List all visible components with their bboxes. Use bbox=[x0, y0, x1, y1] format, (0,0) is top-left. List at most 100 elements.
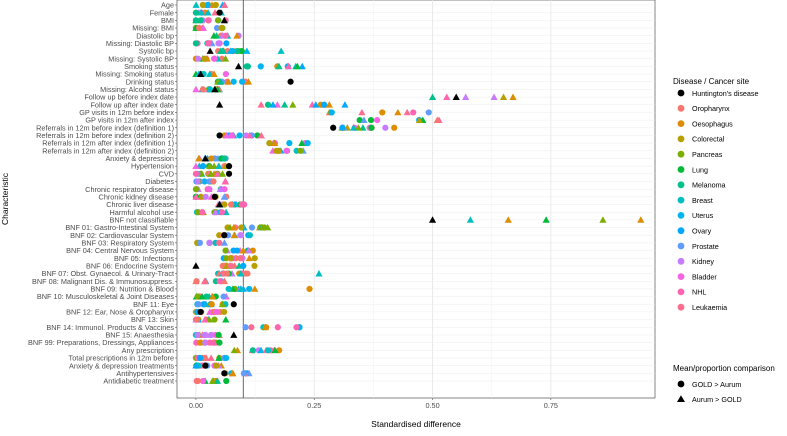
data-point bbox=[368, 124, 375, 131]
legend-shape: Mean/proportion comparison GOLD > Aurum A… bbox=[673, 364, 775, 404]
legend-color-key bbox=[677, 150, 685, 158]
legend-color-label: NHL bbox=[692, 288, 706, 297]
data-point bbox=[215, 200, 224, 208]
data-point bbox=[225, 170, 233, 177]
data-point bbox=[222, 70, 230, 78]
data-point bbox=[251, 262, 258, 269]
data-point bbox=[263, 324, 270, 331]
data-point bbox=[192, 9, 200, 16]
y-tick-label: BNF 12: Ear, Nose & Oropharynx bbox=[66, 308, 174, 317]
data-point bbox=[428, 93, 437, 100]
legend-color-label: Oropharynx bbox=[692, 104, 730, 113]
data-point bbox=[237, 269, 245, 277]
data-point bbox=[265, 347, 272, 354]
y-tick-label: BNF 03: Respiratory System bbox=[82, 238, 174, 247]
data-point bbox=[284, 62, 293, 70]
data-point bbox=[213, 308, 220, 316]
y-tick-label: Total prescriptions in 12m before bbox=[69, 354, 174, 363]
data-point bbox=[217, 47, 225, 54]
data-point bbox=[218, 300, 227, 308]
data-point bbox=[237, 285, 245, 292]
data-point bbox=[242, 324, 249, 331]
data-point bbox=[227, 255, 235, 262]
data-point bbox=[210, 178, 217, 185]
data-point bbox=[199, 377, 207, 385]
y-tick-label: Hypertension bbox=[131, 162, 174, 171]
legend-color-label: Colorectal bbox=[692, 135, 725, 144]
data-point bbox=[209, 292, 217, 300]
data-point bbox=[220, 16, 228, 24]
data-point bbox=[227, 201, 235, 208]
y-axis-label: Characteristic bbox=[0, 172, 10, 225]
x-tick-label: 0.25 bbox=[307, 401, 321, 410]
data-point bbox=[230, 223, 238, 231]
legend-color-key bbox=[677, 242, 685, 250]
data-point bbox=[194, 55, 202, 62]
legend-color-key bbox=[677, 196, 685, 204]
data-point bbox=[230, 346, 238, 354]
data-point bbox=[239, 246, 247, 254]
legend-color-label: Uterus bbox=[692, 211, 714, 220]
data-point bbox=[201, 316, 209, 323]
legend-shape-label: Aurum > GOLD bbox=[692, 395, 742, 404]
data-point bbox=[257, 131, 265, 139]
y-tick-label: BNF 07: Obst. Gynaecol. & Urinary-Tract bbox=[42, 269, 174, 278]
data-point bbox=[466, 216, 475, 223]
data-point bbox=[269, 101, 277, 108]
data-point bbox=[244, 63, 252, 70]
data-point bbox=[341, 101, 349, 108]
data-point bbox=[213, 362, 220, 369]
data-point bbox=[216, 132, 223, 139]
data-point bbox=[206, 186, 213, 193]
data-point bbox=[193, 316, 200, 323]
legend-color-key bbox=[677, 120, 685, 127]
y-tick-label: BNF 11: Eye bbox=[133, 300, 174, 309]
data-point bbox=[248, 324, 255, 331]
data-point bbox=[298, 62, 306, 70]
data-point bbox=[240, 262, 247, 269]
data-point bbox=[367, 117, 375, 124]
y-tick-label: BNF 05: Infections bbox=[114, 254, 174, 263]
legend-shape-title: Mean/proportion comparison bbox=[673, 364, 775, 373]
data-point bbox=[192, 17, 200, 24]
data-point bbox=[238, 224, 245, 231]
y-tick-label: Antihypertensives bbox=[116, 369, 174, 378]
data-point bbox=[234, 62, 243, 70]
data-point bbox=[202, 362, 209, 369]
legend-color-label: Pancreas bbox=[692, 150, 723, 159]
data-point bbox=[223, 40, 230, 47]
y-tick-label: BNF 01: Gastro-Intestinal System bbox=[65, 223, 174, 232]
y-tick-label: Chronic kidney disease bbox=[99, 192, 174, 201]
legend-color-title: Disease / Cancer site bbox=[673, 77, 750, 86]
y-tick-label: Anxiety & depression bbox=[105, 154, 174, 163]
data-point bbox=[197, 339, 204, 346]
y-tick-label: Smoking status bbox=[124, 62, 174, 71]
data-point bbox=[221, 177, 229, 185]
legend-color-key bbox=[677, 135, 685, 143]
data-point bbox=[433, 116, 441, 123]
y-tick-label: Missing: Diastolic BP bbox=[106, 39, 174, 48]
data-point bbox=[199, 209, 206, 216]
data-point bbox=[349, 124, 358, 131]
legend-color-key bbox=[677, 227, 685, 235]
data-point bbox=[211, 193, 218, 200]
y-tick-label: Missing: Smoking status bbox=[95, 70, 174, 79]
data-point bbox=[196, 239, 204, 246]
data-point bbox=[222, 32, 229, 39]
data-point bbox=[216, 239, 223, 246]
data-point bbox=[360, 116, 368, 123]
data-point bbox=[246, 285, 253, 293]
data-point bbox=[225, 163, 233, 170]
data-point bbox=[248, 224, 256, 231]
data-point bbox=[599, 216, 607, 223]
data-point bbox=[490, 93, 498, 100]
data-point bbox=[206, 162, 214, 170]
data-point bbox=[240, 370, 247, 377]
data-point bbox=[239, 78, 246, 85]
y-tick-label: Chronic respiratory disease bbox=[85, 185, 174, 194]
data-point bbox=[286, 140, 293, 147]
data-point bbox=[215, 40, 222, 47]
data-point bbox=[218, 24, 225, 32]
data-point bbox=[194, 178, 201, 185]
